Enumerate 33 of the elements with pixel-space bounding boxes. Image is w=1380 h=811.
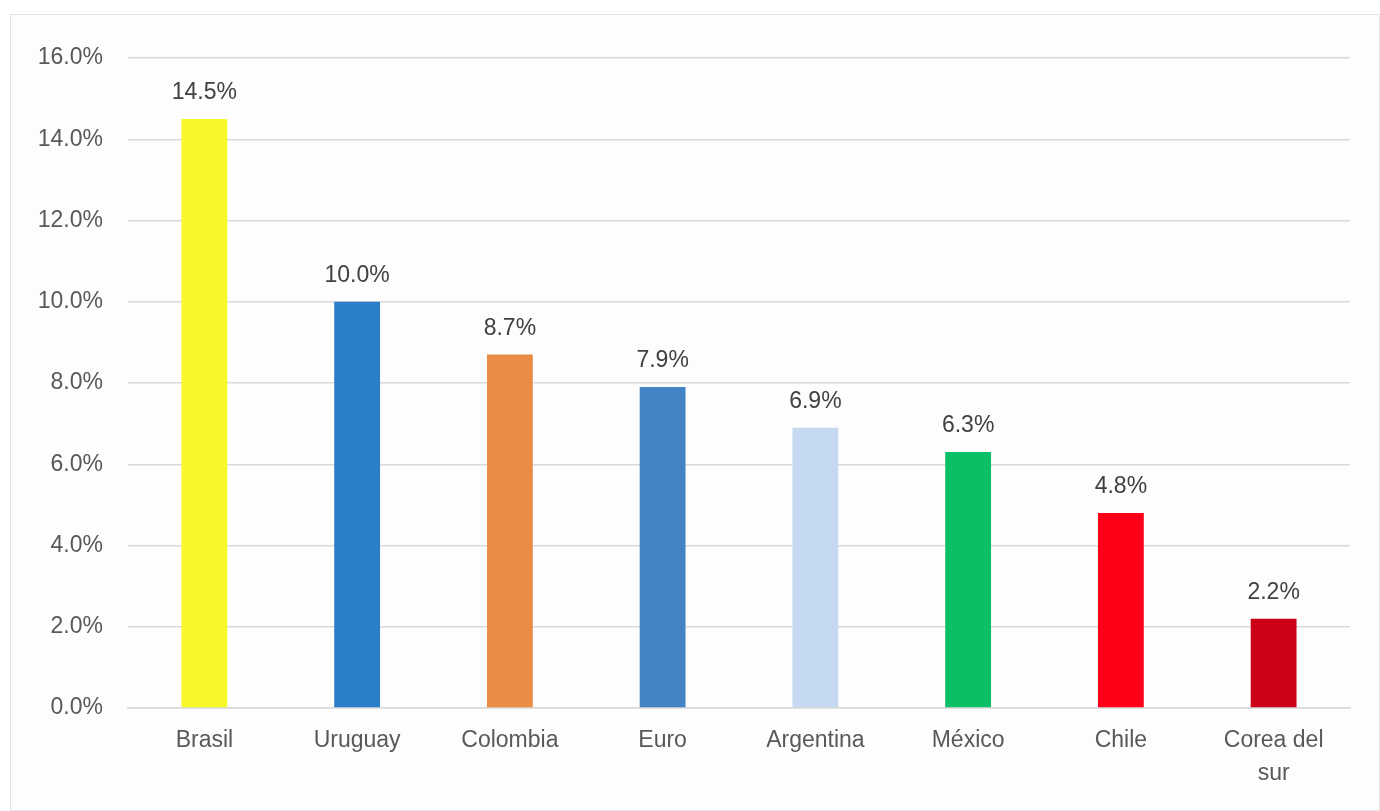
x-tick-label: Chile xyxy=(1094,726,1148,753)
x-tick-label: Corea del sur xyxy=(1223,726,1324,786)
y-tick-label: 10.0% xyxy=(37,287,103,314)
data-label: 8.7% xyxy=(483,313,537,340)
y-tick-label: 4.0% xyxy=(50,530,103,557)
data-label: 7.9% xyxy=(636,346,689,373)
bar xyxy=(181,118,228,708)
y-tick-label: 2.0% xyxy=(50,612,103,639)
x-tick-label: Argentina xyxy=(766,726,865,753)
x-tick-label: Uruguay xyxy=(313,726,402,753)
y-tick-label: 14.0% xyxy=(37,124,103,151)
data-label: 6.3% xyxy=(941,411,995,438)
x-tick-label: Euro xyxy=(638,726,687,753)
bar xyxy=(1250,618,1297,708)
data-label: 4.8% xyxy=(1094,472,1148,498)
bar xyxy=(486,354,533,708)
x-tick-label: México xyxy=(931,726,1005,753)
y-tick-label: 8.0% xyxy=(50,368,103,395)
x-tick-label: Colombia xyxy=(461,726,559,753)
y-tick-label: 6.0% xyxy=(50,449,103,476)
data-label: 14.5% xyxy=(171,77,237,104)
bar xyxy=(1097,513,1144,708)
y-tick-label: 12.0% xyxy=(37,205,103,232)
bar xyxy=(792,427,839,708)
bar xyxy=(945,452,992,708)
x-tick-label: Brasil xyxy=(175,726,234,753)
y-tick-label: 0.0% xyxy=(50,693,103,720)
data-label: 6.9% xyxy=(789,386,842,413)
data-label: 2.2% xyxy=(1247,577,1300,604)
bar xyxy=(639,387,686,708)
data-label: 10.0% xyxy=(324,260,390,287)
y-tick-label: 16.0% xyxy=(37,43,103,70)
bar xyxy=(334,301,381,708)
